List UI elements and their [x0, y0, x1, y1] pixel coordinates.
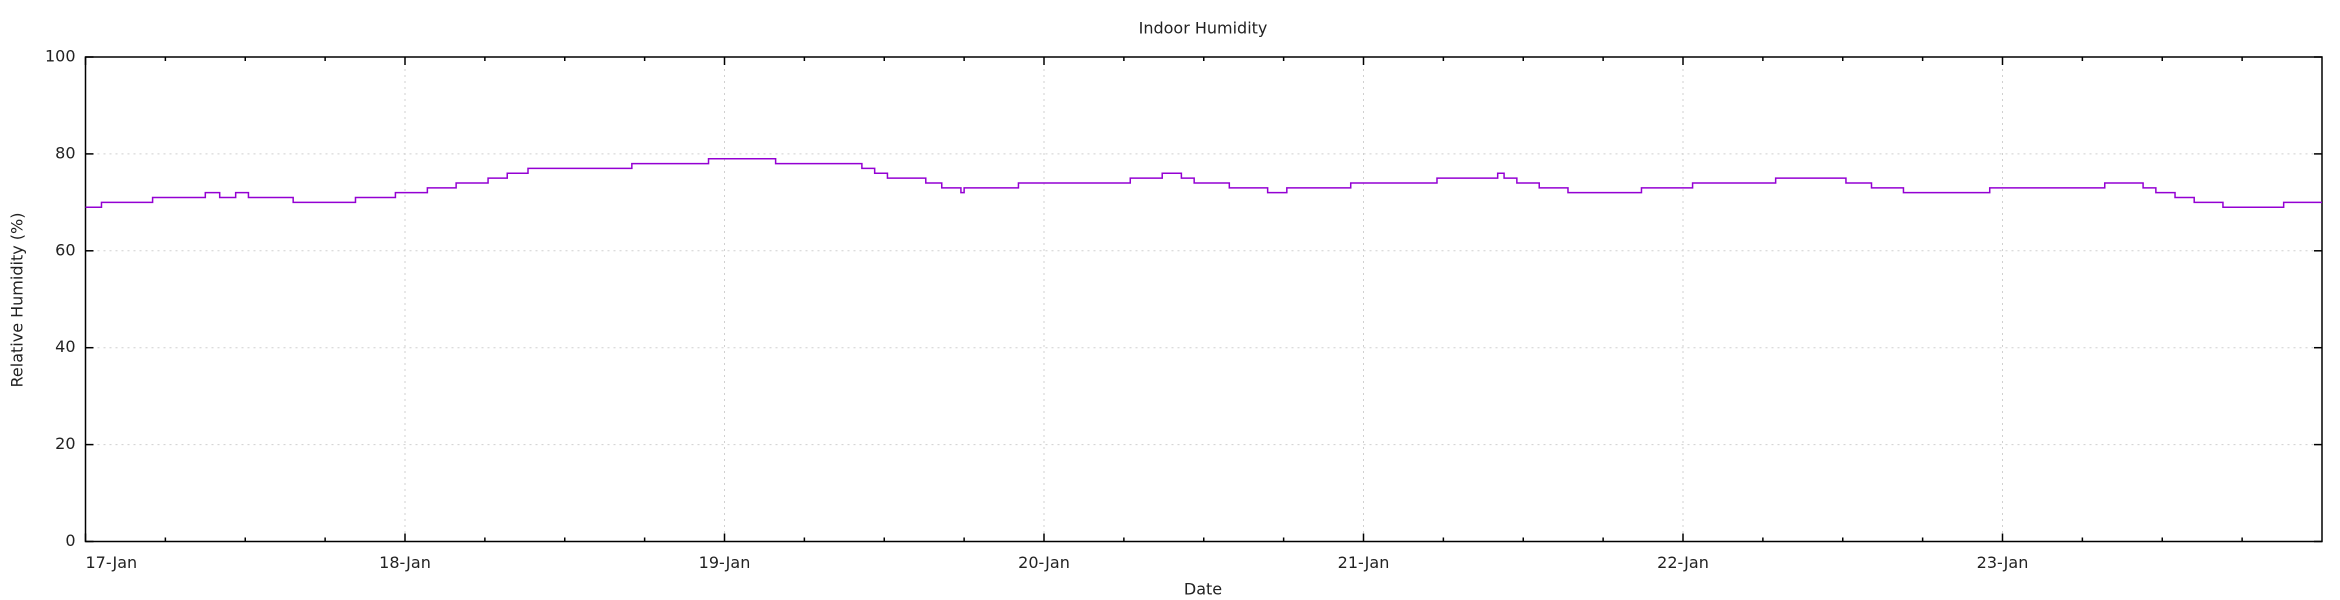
x-tick-label: 21-Jan [1338, 553, 1390, 572]
humidity-line [85, 157, 2322, 208]
x-tick-label: 17-Jan [86, 553, 138, 572]
y-axis-label: Relative Humidity (%) [8, 213, 27, 388]
x-tick-label: 20-Jan [1018, 553, 1070, 572]
y-tick-label: 100 [45, 47, 76, 66]
x-axis-label: Date [1184, 580, 1222, 599]
y-tick-label: 20 [55, 434, 75, 453]
chart-title: Indoor Humidity [1139, 19, 1268, 38]
x-tick-label: 23-Jan [1977, 553, 2029, 572]
y-tick-label: 40 [55, 337, 75, 356]
x-tick-label: 18-Jan [379, 553, 431, 572]
y-tick-label: 0 [65, 531, 75, 550]
plot-frame [84, 56, 2323, 543]
x-tick-label: 22-Jan [1657, 553, 1709, 572]
x-tick-label: 19-Jan [699, 553, 751, 572]
y-tick-label: 60 [55, 240, 75, 259]
y-tick-label: 80 [55, 143, 75, 162]
